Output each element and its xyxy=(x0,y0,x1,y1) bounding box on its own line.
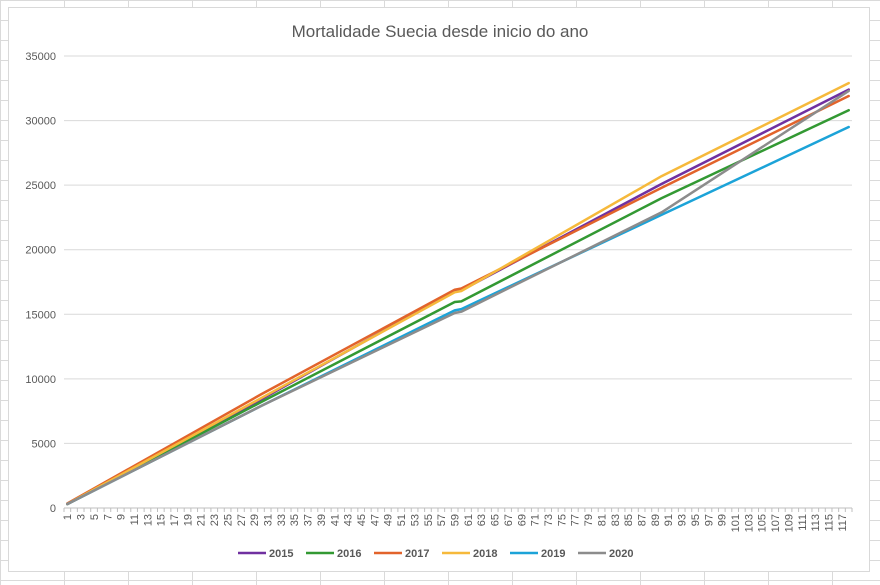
legend-label: 2016 xyxy=(337,548,361,560)
y-tick-label: 0 xyxy=(50,503,56,515)
x-tick-label: 49 xyxy=(383,514,395,526)
line-chart: Mortalidade Suecia desde inicio do ano 0… xyxy=(25,22,853,560)
legend-item-2017: 2017 xyxy=(374,548,429,560)
x-tick-label: 33 xyxy=(276,514,288,526)
x-tick-label: 89 xyxy=(650,514,662,526)
y-tick-label: 5000 xyxy=(32,438,56,450)
x-tick-label: 111 xyxy=(797,514,809,531)
chart-area: Mortalidade Suecia desde inicio do ano 0… xyxy=(8,7,870,572)
x-tick-label: 31 xyxy=(263,514,275,526)
x-tick-label: 107 xyxy=(770,514,782,532)
legend-label: 2019 xyxy=(541,548,565,560)
x-tick-label: 11 xyxy=(129,514,141,525)
legend: 2015 2016 2017 2018 2019 2020 xyxy=(238,548,633,560)
legend-item-2018: 2018 xyxy=(442,548,497,560)
y-axis: 0 5000 10000 15000 20000 25000 30000 35000 xyxy=(25,51,56,515)
x-tick-label: 45 xyxy=(356,514,368,526)
x-tick-label: 69 xyxy=(516,514,528,526)
x-tick-label: 83 xyxy=(610,514,622,526)
x-tick-label: 103 xyxy=(743,514,755,532)
x-tick-label: 75 xyxy=(556,514,568,526)
y-tick-label: 30000 xyxy=(25,116,56,128)
x-tick-label: 109 xyxy=(783,514,795,532)
gridlines xyxy=(64,55,852,509)
x-tick-label: 65 xyxy=(490,514,502,526)
x-tick-label: 27 xyxy=(236,514,248,526)
x-tick-label: 73 xyxy=(543,514,555,526)
x-tick-label: 59 xyxy=(450,514,462,526)
x-tick-label: 101 xyxy=(730,514,742,532)
legend-item-2015: 2015 xyxy=(238,548,293,560)
x-tick-label: 7 xyxy=(102,514,114,520)
x-tick-label: 21 xyxy=(196,514,208,526)
legend-item-2019: 2019 xyxy=(510,548,565,560)
chart-title: Mortalidade Suecia desde inicio do ano xyxy=(292,22,589,41)
x-tick-label: 41 xyxy=(329,514,341,526)
x-tick-label: 95 xyxy=(690,514,702,526)
x-tick-label: 63 xyxy=(476,514,488,526)
x-tick-label: 115 xyxy=(823,514,835,532)
x-tick-label: 43 xyxy=(343,514,355,526)
y-tick-label: 10000 xyxy=(25,374,56,386)
x-tick-label: 67 xyxy=(503,514,515,526)
x-tick-label: 77 xyxy=(570,514,582,526)
x-tick-label: 85 xyxy=(623,514,635,526)
x-tick-label: 91 xyxy=(663,514,675,526)
x-tick-label: 113 xyxy=(810,514,822,532)
x-tick-label: 17 xyxy=(169,514,181,526)
x-tick-label: 93 xyxy=(677,514,689,526)
series-line-2018 xyxy=(66,81,850,506)
x-tick-label: 5 xyxy=(89,514,101,520)
x-tick-label: 97 xyxy=(703,514,715,526)
x-tick-label: 47 xyxy=(369,514,381,526)
series-line-2019 xyxy=(66,125,850,506)
x-tick-label: 57 xyxy=(436,514,448,526)
y-tick-label: 15000 xyxy=(25,309,56,321)
x-tick-label: 53 xyxy=(409,514,421,526)
series-line-2016 xyxy=(66,108,850,506)
y-tick-label: 35000 xyxy=(25,51,56,63)
x-tick-label: 71 xyxy=(530,514,542,526)
legend-item-2020: 2020 xyxy=(578,548,633,560)
x-tick-label: 29 xyxy=(249,514,261,526)
x-tick-label: 37 xyxy=(303,514,315,526)
x-tick-label: 99 xyxy=(717,514,729,526)
x-tick-label: 87 xyxy=(636,514,648,526)
x-tick-label: 23 xyxy=(209,514,221,526)
legend-item-2016: 2016 xyxy=(306,548,361,560)
x-tick-label: 61 xyxy=(463,514,475,526)
series-line-2020 xyxy=(66,89,850,506)
x-tick-label: 117 xyxy=(837,514,849,532)
x-tick-label: 55 xyxy=(423,514,435,526)
x-tick-label: 13 xyxy=(142,514,154,526)
x-tick-label: 79 xyxy=(583,514,595,526)
x-tick-label: 9 xyxy=(116,514,128,520)
series-lines xyxy=(66,81,850,506)
x-tick-label: 25 xyxy=(222,514,234,526)
y-tick-label: 25000 xyxy=(25,180,56,192)
y-tick-label: 20000 xyxy=(25,245,56,257)
x-tick-label: 105 xyxy=(757,514,769,532)
legend-label: 2020 xyxy=(609,548,633,560)
legend-label: 2015 xyxy=(269,548,293,560)
x-tick-label: 51 xyxy=(396,514,408,526)
legend-label: 2018 xyxy=(473,548,497,560)
x-tick-label: 35 xyxy=(289,514,301,526)
series-line-2017 xyxy=(66,94,850,505)
legend-label: 2017 xyxy=(405,548,429,560)
x-tick-label: 19 xyxy=(182,514,194,526)
x-tick-label: 15 xyxy=(156,514,168,526)
x-tick-label: 81 xyxy=(596,514,608,526)
x-tick-label: 1 xyxy=(62,514,74,520)
x-tick-label: 39 xyxy=(316,514,328,526)
x-axis: 1 3 5 7 9 11 13 15 17 19 21 23 25 27 29 31 33 35 37 39 41 43 4… xyxy=(62,507,853,532)
x-tick-label: 3 xyxy=(76,514,88,520)
